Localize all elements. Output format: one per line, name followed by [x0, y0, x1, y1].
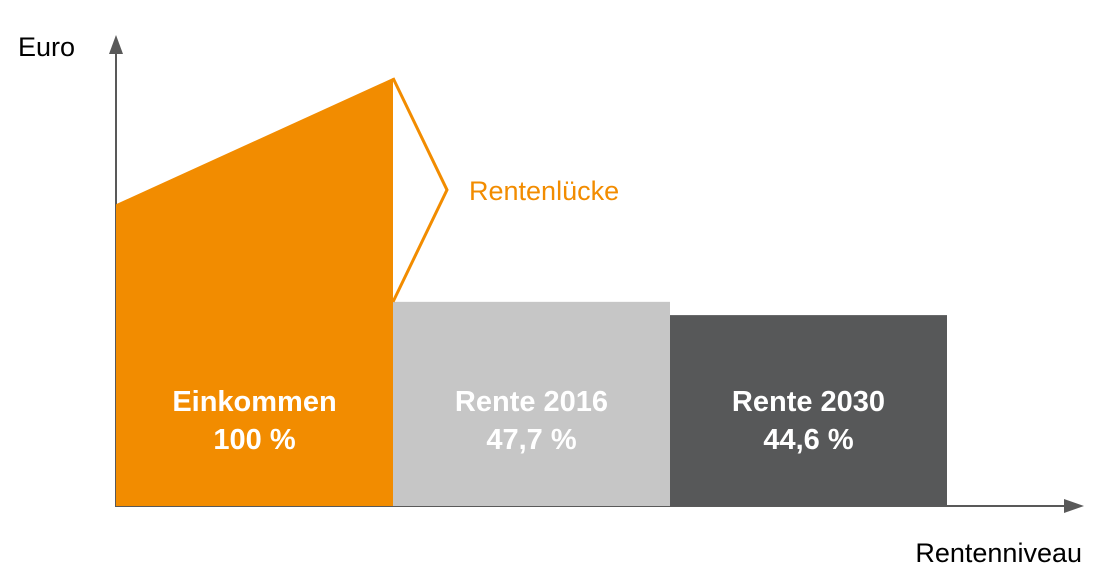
y-axis-arrow-icon — [109, 35, 123, 54]
pension-gap-group: Rentenlücke — [391, 77, 619, 303]
bars-group: Einkommen 100 % Rente 2016 47,7 % Rente 2030… — [116, 78, 947, 506]
bar-category-label: Einkommen — [172, 386, 336, 418]
bar-category-label: Rente 2016 — [455, 386, 608, 418]
bar-rente-2016 — [393, 301, 670, 506]
y-axis-label: Euro — [18, 32, 75, 62]
bar-value-label: 47,7 % — [486, 424, 576, 456]
pension-gap-label: Rentenlücke — [469, 176, 619, 206]
pension-gap-bracket — [391, 77, 449, 303]
bar-value-label: 100 % — [213, 424, 295, 456]
x-axis-label: Rentenniveau — [915, 538, 1082, 568]
bar-einkommen — [116, 78, 393, 506]
x-axis-arrow-icon — [1064, 499, 1084, 513]
bar-value-label: 44,6 % — [763, 424, 853, 456]
bar-rente-2030 — [670, 315, 947, 506]
bar-category-label: Rente 2030 — [732, 386, 885, 418]
